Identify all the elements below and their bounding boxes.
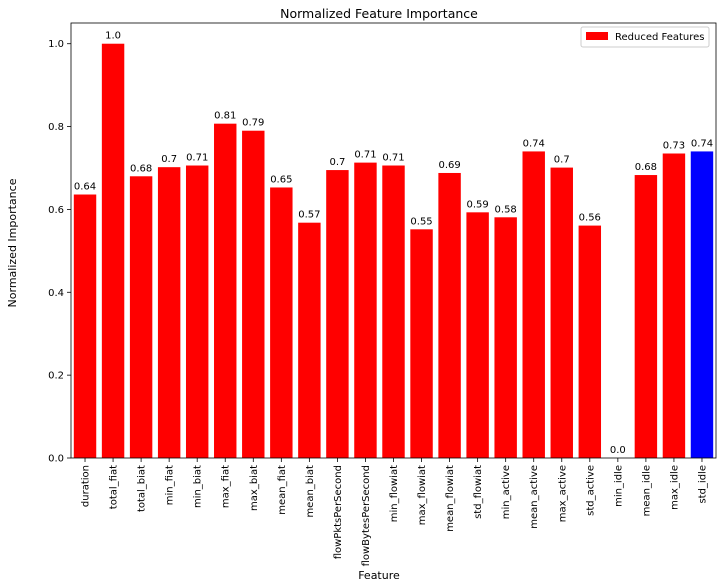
data-label-flowPktsPerSecond: 0.7 (329, 157, 345, 168)
bar-flowPktsPerSecond (326, 170, 349, 459)
data-label-min_biat: 0.71 (186, 153, 208, 164)
x-tick-label-max_idle: max_idle (669, 465, 680, 510)
x-tick-label-std_flowiat: std_flowiat (473, 465, 484, 519)
x-tick-label-mean_fiat: mean_fiat (277, 465, 288, 515)
legend-label-reduced-features: Reduced Features (615, 32, 705, 43)
data-label-total_biat: 0.68 (130, 163, 152, 174)
bar-total_fiat (101, 43, 125, 458)
bar-duration (73, 194, 97, 458)
data-label-std_flowiat: 0.59 (466, 199, 488, 210)
bar-min_flowiat (382, 165, 405, 458)
y-tick-label-0.4: 0.4 (48, 288, 64, 299)
x-tick-label-flowBytesPerSecond: flowBytesPerSecond (361, 465, 372, 566)
bar-mean_biat (298, 222, 321, 458)
y-tick-label-0.0: 0.0 (48, 454, 64, 465)
bar-mean_active (522, 151, 545, 458)
bar-std_flowiat (466, 212, 489, 458)
x-tick-label-min_idle: min_idle (613, 465, 624, 507)
y-tick-label-0.8: 0.8 (48, 122, 64, 133)
x-tick-label-total_fiat: total_fiat (109, 465, 120, 509)
plot-area: 0.64 duration 1.0 total_fiat 0.68 total_biat 0… (48, 22, 717, 566)
bar-std_idle (690, 151, 714, 458)
data-label-std_active: 0.56 (579, 213, 601, 224)
bar-std_active (578, 225, 602, 458)
y-tick-label-0.6: 0.6 (48, 205, 64, 216)
data-label-max_idle: 0.73 (663, 141, 685, 152)
x-tick-label-min_flowiat: min_flowiat (389, 465, 400, 522)
data-label-max_biat: 0.79 (242, 118, 264, 129)
bar-max_fiat (214, 123, 237, 459)
x-tick-label-flowPktsPerSecond: flowPktsPerSecond (333, 465, 344, 559)
data-label-flowBytesPerSecond: 0.71 (354, 150, 376, 161)
data-label-min_flowiat: 0.71 (382, 153, 404, 164)
x-tick-label-duration: duration (81, 465, 92, 507)
y-axis-label: Normalized Importance (6, 178, 19, 307)
chart-title: Normalized Feature Importance (280, 6, 478, 21)
x-tick-label-max_biat: max_biat (249, 465, 260, 511)
x-tick-label-min_active: min_active (501, 465, 512, 519)
data-label-mean_flowiat: 0.69 (438, 160, 460, 171)
x-tick-label-max_fiat: max_fiat (221, 465, 232, 508)
x-tick-label-max_flowiat: max_flowiat (417, 465, 428, 525)
bar-min_fiat (157, 167, 181, 458)
bar-mean_idle (634, 175, 658, 459)
data-label-mean_active: 0.74 (523, 138, 545, 149)
x-tick-label-max_active: max_active (557, 465, 568, 522)
data-label-max_flowiat: 0.55 (410, 216, 432, 227)
x-tick-label-std_active: std_active (585, 465, 596, 516)
data-label-min_idle: 0.0 (610, 445, 626, 456)
x-tick-label-mean_active: mean_active (529, 465, 540, 529)
bar-total_biat (129, 176, 153, 459)
legend-frame (580, 26, 710, 48)
data-label-min_active: 0.58 (495, 204, 517, 215)
bar-max_active (550, 167, 573, 459)
data-label-mean_fiat: 0.65 (270, 174, 292, 185)
x-tick-label-mean_biat: mean_biat (305, 465, 316, 518)
bar-mean_fiat (270, 187, 293, 458)
data-label-mean_idle: 0.68 (635, 162, 657, 173)
legend-swatch-reduced-features (586, 32, 608, 40)
x-tick-label-min_biat: min_biat (193, 465, 204, 508)
data-label-max_fiat: 0.81 (214, 111, 236, 122)
data-label-duration: 0.64 (74, 182, 96, 193)
bar-max_idle (662, 153, 686, 458)
data-label-std_idle: 0.74 (691, 138, 713, 149)
bar-mean_flowiat (438, 172, 461, 458)
x-tick-label-mean_flowiat: mean_flowiat (445, 465, 456, 532)
x-tick-label-std_idle: std_idle (697, 465, 708, 504)
data-label-max_active: 0.7 (554, 155, 570, 166)
bar-min_active (494, 217, 517, 458)
data-label-mean_biat: 0.57 (298, 210, 320, 221)
x-tick-label-total_biat: total_biat (137, 465, 148, 512)
bar-flowBytesPerSecond (354, 162, 377, 458)
axes-frame (70, 22, 717, 459)
data-label-min_fiat: 0.7 (161, 154, 177, 165)
bar-min_biat (185, 165, 209, 458)
x-tick-label-min_fiat: min_fiat (165, 465, 176, 505)
legend: Reduced Features (580, 26, 710, 48)
bar-max_flowiat (410, 229, 433, 458)
y-tick-label-1.0: 1.0 (48, 39, 64, 50)
x-tick-label-mean_idle: mean_idle (641, 465, 652, 516)
data-label-total_fiat: 1.0 (105, 31, 121, 42)
x-axis-label: Feature (358, 569, 400, 582)
bar-max_biat (242, 130, 265, 458)
y-tick-label-0.2: 0.2 (48, 371, 64, 382)
